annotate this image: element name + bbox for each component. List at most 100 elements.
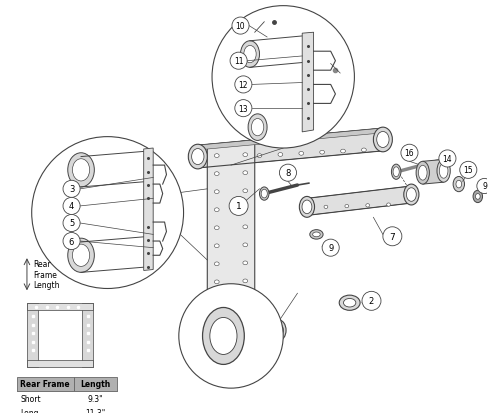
Ellipse shape xyxy=(366,204,370,207)
Bar xyxy=(74,377,117,391)
Polygon shape xyxy=(144,149,153,271)
Ellipse shape xyxy=(252,119,264,136)
Ellipse shape xyxy=(72,244,90,267)
Text: 9: 9 xyxy=(328,244,334,253)
Ellipse shape xyxy=(214,190,219,194)
Circle shape xyxy=(63,215,80,232)
Ellipse shape xyxy=(192,149,204,165)
Ellipse shape xyxy=(386,204,390,207)
Ellipse shape xyxy=(406,188,416,202)
Text: 9: 9 xyxy=(482,182,487,191)
Circle shape xyxy=(230,53,247,70)
Bar xyxy=(74,405,117,413)
Ellipse shape xyxy=(302,201,312,214)
Ellipse shape xyxy=(393,167,400,177)
Ellipse shape xyxy=(418,166,427,180)
Bar xyxy=(18,377,74,391)
Text: 6: 6 xyxy=(69,237,74,246)
Ellipse shape xyxy=(473,191,482,203)
Ellipse shape xyxy=(214,244,219,248)
Ellipse shape xyxy=(214,154,219,158)
Text: 4: 4 xyxy=(69,202,74,211)
Polygon shape xyxy=(198,129,383,151)
Ellipse shape xyxy=(244,46,256,64)
Ellipse shape xyxy=(274,324,283,337)
Bar xyxy=(74,391,117,405)
Circle shape xyxy=(32,137,184,289)
Ellipse shape xyxy=(362,149,366,152)
Ellipse shape xyxy=(416,162,430,185)
Text: 7: 7 xyxy=(390,232,395,241)
Ellipse shape xyxy=(188,326,208,350)
Circle shape xyxy=(322,240,339,256)
Ellipse shape xyxy=(240,42,260,68)
Ellipse shape xyxy=(68,239,94,273)
Ellipse shape xyxy=(243,207,248,211)
Text: Rear
Frame
Length: Rear Frame Length xyxy=(34,260,60,290)
Ellipse shape xyxy=(261,190,268,198)
Ellipse shape xyxy=(476,194,480,200)
Polygon shape xyxy=(208,352,269,371)
Bar xyxy=(27,360,94,368)
Text: Length: Length xyxy=(80,380,111,389)
Ellipse shape xyxy=(300,197,314,218)
Ellipse shape xyxy=(437,160,450,183)
Ellipse shape xyxy=(345,205,348,208)
Ellipse shape xyxy=(243,279,248,283)
Ellipse shape xyxy=(340,150,345,154)
Ellipse shape xyxy=(299,152,304,156)
Polygon shape xyxy=(198,129,383,169)
Polygon shape xyxy=(422,160,444,185)
Ellipse shape xyxy=(376,132,389,148)
Ellipse shape xyxy=(339,295,360,311)
Circle shape xyxy=(63,198,80,215)
Text: 5: 5 xyxy=(69,219,74,228)
Circle shape xyxy=(63,181,80,198)
Ellipse shape xyxy=(243,261,248,265)
Text: 11: 11 xyxy=(234,57,243,66)
Ellipse shape xyxy=(312,233,320,237)
Circle shape xyxy=(63,233,80,250)
Ellipse shape xyxy=(214,316,219,320)
Ellipse shape xyxy=(214,280,219,284)
Ellipse shape xyxy=(257,154,262,158)
Polygon shape xyxy=(208,140,254,360)
Circle shape xyxy=(439,151,456,168)
Ellipse shape xyxy=(324,206,328,209)
Ellipse shape xyxy=(243,243,248,247)
Ellipse shape xyxy=(210,318,237,355)
Circle shape xyxy=(229,197,248,216)
Text: Long: Long xyxy=(20,408,39,413)
Text: 1: 1 xyxy=(236,202,242,211)
Text: 13: 13 xyxy=(238,104,248,114)
Ellipse shape xyxy=(248,114,267,141)
Text: 16: 16 xyxy=(404,149,414,158)
Circle shape xyxy=(212,7,354,149)
Ellipse shape xyxy=(310,230,323,240)
Text: 14: 14 xyxy=(442,154,452,164)
Ellipse shape xyxy=(243,153,248,157)
Ellipse shape xyxy=(320,151,324,155)
Text: 8: 8 xyxy=(286,169,290,178)
Polygon shape xyxy=(302,33,314,133)
Bar xyxy=(27,303,94,311)
Ellipse shape xyxy=(214,172,219,176)
Circle shape xyxy=(401,145,418,162)
Ellipse shape xyxy=(243,315,248,319)
Circle shape xyxy=(179,284,283,388)
Text: 12: 12 xyxy=(238,81,248,90)
Ellipse shape xyxy=(260,188,269,201)
Ellipse shape xyxy=(214,334,219,338)
Ellipse shape xyxy=(374,128,392,152)
Ellipse shape xyxy=(188,145,208,169)
Circle shape xyxy=(477,179,492,194)
Ellipse shape xyxy=(271,320,286,341)
Ellipse shape xyxy=(456,181,462,188)
Ellipse shape xyxy=(214,226,219,230)
Text: 2: 2 xyxy=(369,297,374,306)
Bar xyxy=(18,391,74,405)
Text: 10: 10 xyxy=(236,22,246,31)
Ellipse shape xyxy=(243,297,248,301)
Text: 3: 3 xyxy=(69,185,74,194)
Ellipse shape xyxy=(214,298,219,302)
